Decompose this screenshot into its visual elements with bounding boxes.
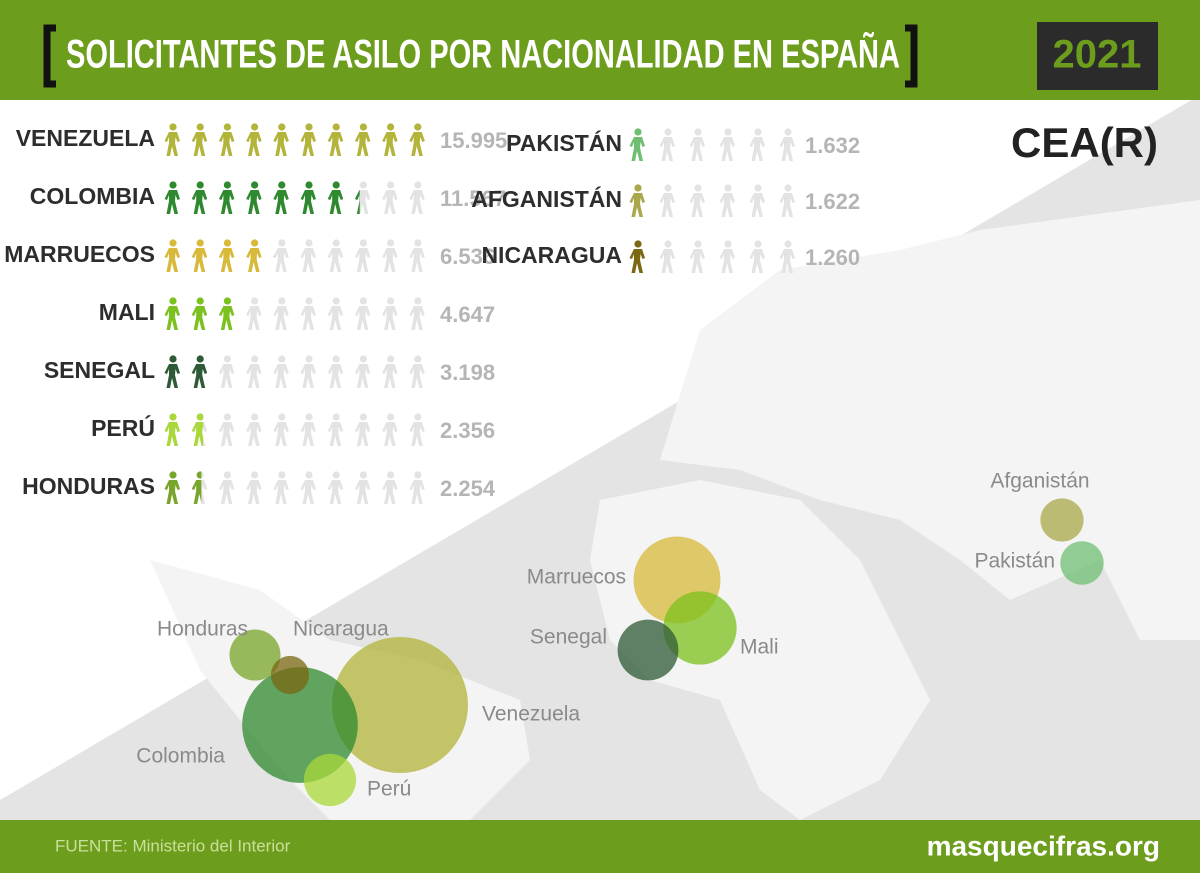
bubble-label: Pakistán bbox=[974, 550, 1055, 573]
bubble-label: Colombia bbox=[136, 745, 225, 768]
bubble bbox=[229, 629, 281, 681]
bubble-label: Venezuela bbox=[482, 703, 580, 726]
bubble-label: Senegal bbox=[530, 626, 607, 649]
value-label: 2.254 bbox=[440, 476, 496, 501]
country-label: Afganistán bbox=[471, 185, 622, 212]
bubble-map: Venezuela Colombia Marruecos Mali Senegal Per… bbox=[136, 470, 1104, 807]
bubble-label: Perú bbox=[367, 778, 411, 801]
bubble-label: Nicaragua bbox=[293, 618, 389, 641]
country-label: Colombia bbox=[30, 183, 155, 209]
website: masquecifras.org bbox=[927, 830, 1160, 861]
country-label: Mali bbox=[99, 299, 155, 325]
value-label: 6.536 bbox=[440, 244, 495, 269]
bubble bbox=[303, 753, 357, 807]
bubble-label: Honduras bbox=[157, 618, 248, 641]
bubble bbox=[1040, 498, 1084, 542]
country-label: Venezuela bbox=[16, 125, 155, 151]
country-label: Perú bbox=[91, 414, 155, 441]
value-label: 1.622 bbox=[805, 189, 860, 214]
year: 2021 bbox=[1053, 33, 1142, 77]
country-label: Senegal bbox=[44, 357, 155, 383]
footer-bar bbox=[0, 820, 1200, 873]
bubble bbox=[663, 591, 737, 665]
title: SOLICITANTES DE ASILO POR NACIONALIDAD E… bbox=[66, 31, 900, 77]
value-label: 2.356 bbox=[440, 418, 495, 443]
country-label: Marruecos bbox=[4, 241, 155, 267]
bubble bbox=[617, 619, 679, 681]
bubble-label: Afganistán bbox=[990, 470, 1089, 493]
bubble-label: Mali bbox=[740, 636, 779, 659]
year-box bbox=[1037, 22, 1158, 90]
bracket bbox=[905, 24, 918, 88]
value-label: 1.632 bbox=[805, 133, 860, 158]
value-label: 3.198 bbox=[440, 360, 495, 385]
header-bar bbox=[0, 0, 1200, 100]
pictogram: Venezuela 15.995 Colombia 11.567 Marruecos 6.… bbox=[4, 123, 860, 504]
bubble bbox=[270, 655, 310, 695]
country-label: Honduras bbox=[22, 473, 155, 499]
source: FUENTE: Ministerio del Interior bbox=[55, 836, 291, 855]
value-label: 15.995 bbox=[440, 128, 507, 153]
value-label: 1.260 bbox=[805, 245, 860, 270]
bubble bbox=[332, 637, 468, 773]
country-label: Nicaragua bbox=[481, 242, 622, 268]
bubble-label: Marruecos bbox=[527, 566, 626, 589]
logo: CEA(R) bbox=[1011, 119, 1158, 166]
bracket bbox=[43, 24, 56, 88]
value-label: 4.647 bbox=[440, 302, 495, 327]
bubble bbox=[242, 667, 358, 783]
country-label: Pakistán bbox=[506, 129, 622, 156]
bubble bbox=[1060, 541, 1104, 585]
value-label: 11.567 bbox=[440, 186, 506, 211]
